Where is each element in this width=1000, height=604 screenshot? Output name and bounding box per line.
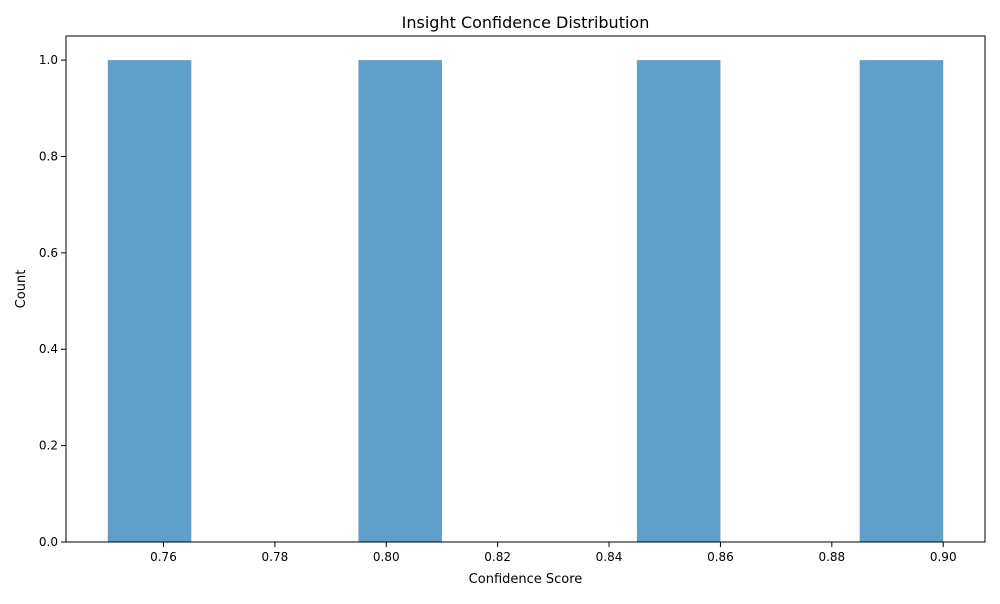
axes-layer — [65, 35, 986, 543]
bars-layer — [107, 60, 944, 542]
histogram-bar-3 — [636, 60, 721, 542]
x-axis-ticks: 0.76 0.78 0.80 0.82 0.84 0.86 0.88 0.90 — [150, 542, 957, 564]
y-tick-label: 0.2 — [39, 439, 58, 453]
x-tick-label: 0.78 — [262, 550, 289, 564]
x-tick-label: 0.90 — [930, 550, 957, 564]
x-tick-label: 0.76 — [150, 550, 177, 564]
y-tick-label: 0.0 — [39, 535, 58, 549]
x-tick-label: 0.84 — [596, 550, 623, 564]
y-tick-label: 0.4 — [39, 342, 58, 356]
y-tick-label: 1.0 — [39, 53, 58, 67]
histogram-bar-2 — [358, 60, 442, 542]
y-tick-label: 0.8 — [39, 149, 58, 163]
y-tick-label: 0.6 — [39, 246, 58, 260]
y-axis-label: Count — [14, 270, 29, 309]
x-axis-label: Confidence Score — [469, 572, 583, 587]
x-tick-label: 0.86 — [707, 550, 734, 564]
x-tick-label: 0.88 — [818, 550, 845, 564]
chart-title: Insight Confidence Distribution — [402, 13, 650, 32]
histogram-bar-4 — [859, 60, 944, 542]
x-tick-label: 0.80 — [373, 550, 400, 564]
histogram-bar-1 — [107, 60, 192, 542]
x-tick-label: 0.82 — [484, 550, 511, 564]
y-axis-ticks: 0.0 0.2 0.4 0.6 0.8 1.0 — [39, 53, 66, 549]
plot-frame — [65, 35, 986, 543]
